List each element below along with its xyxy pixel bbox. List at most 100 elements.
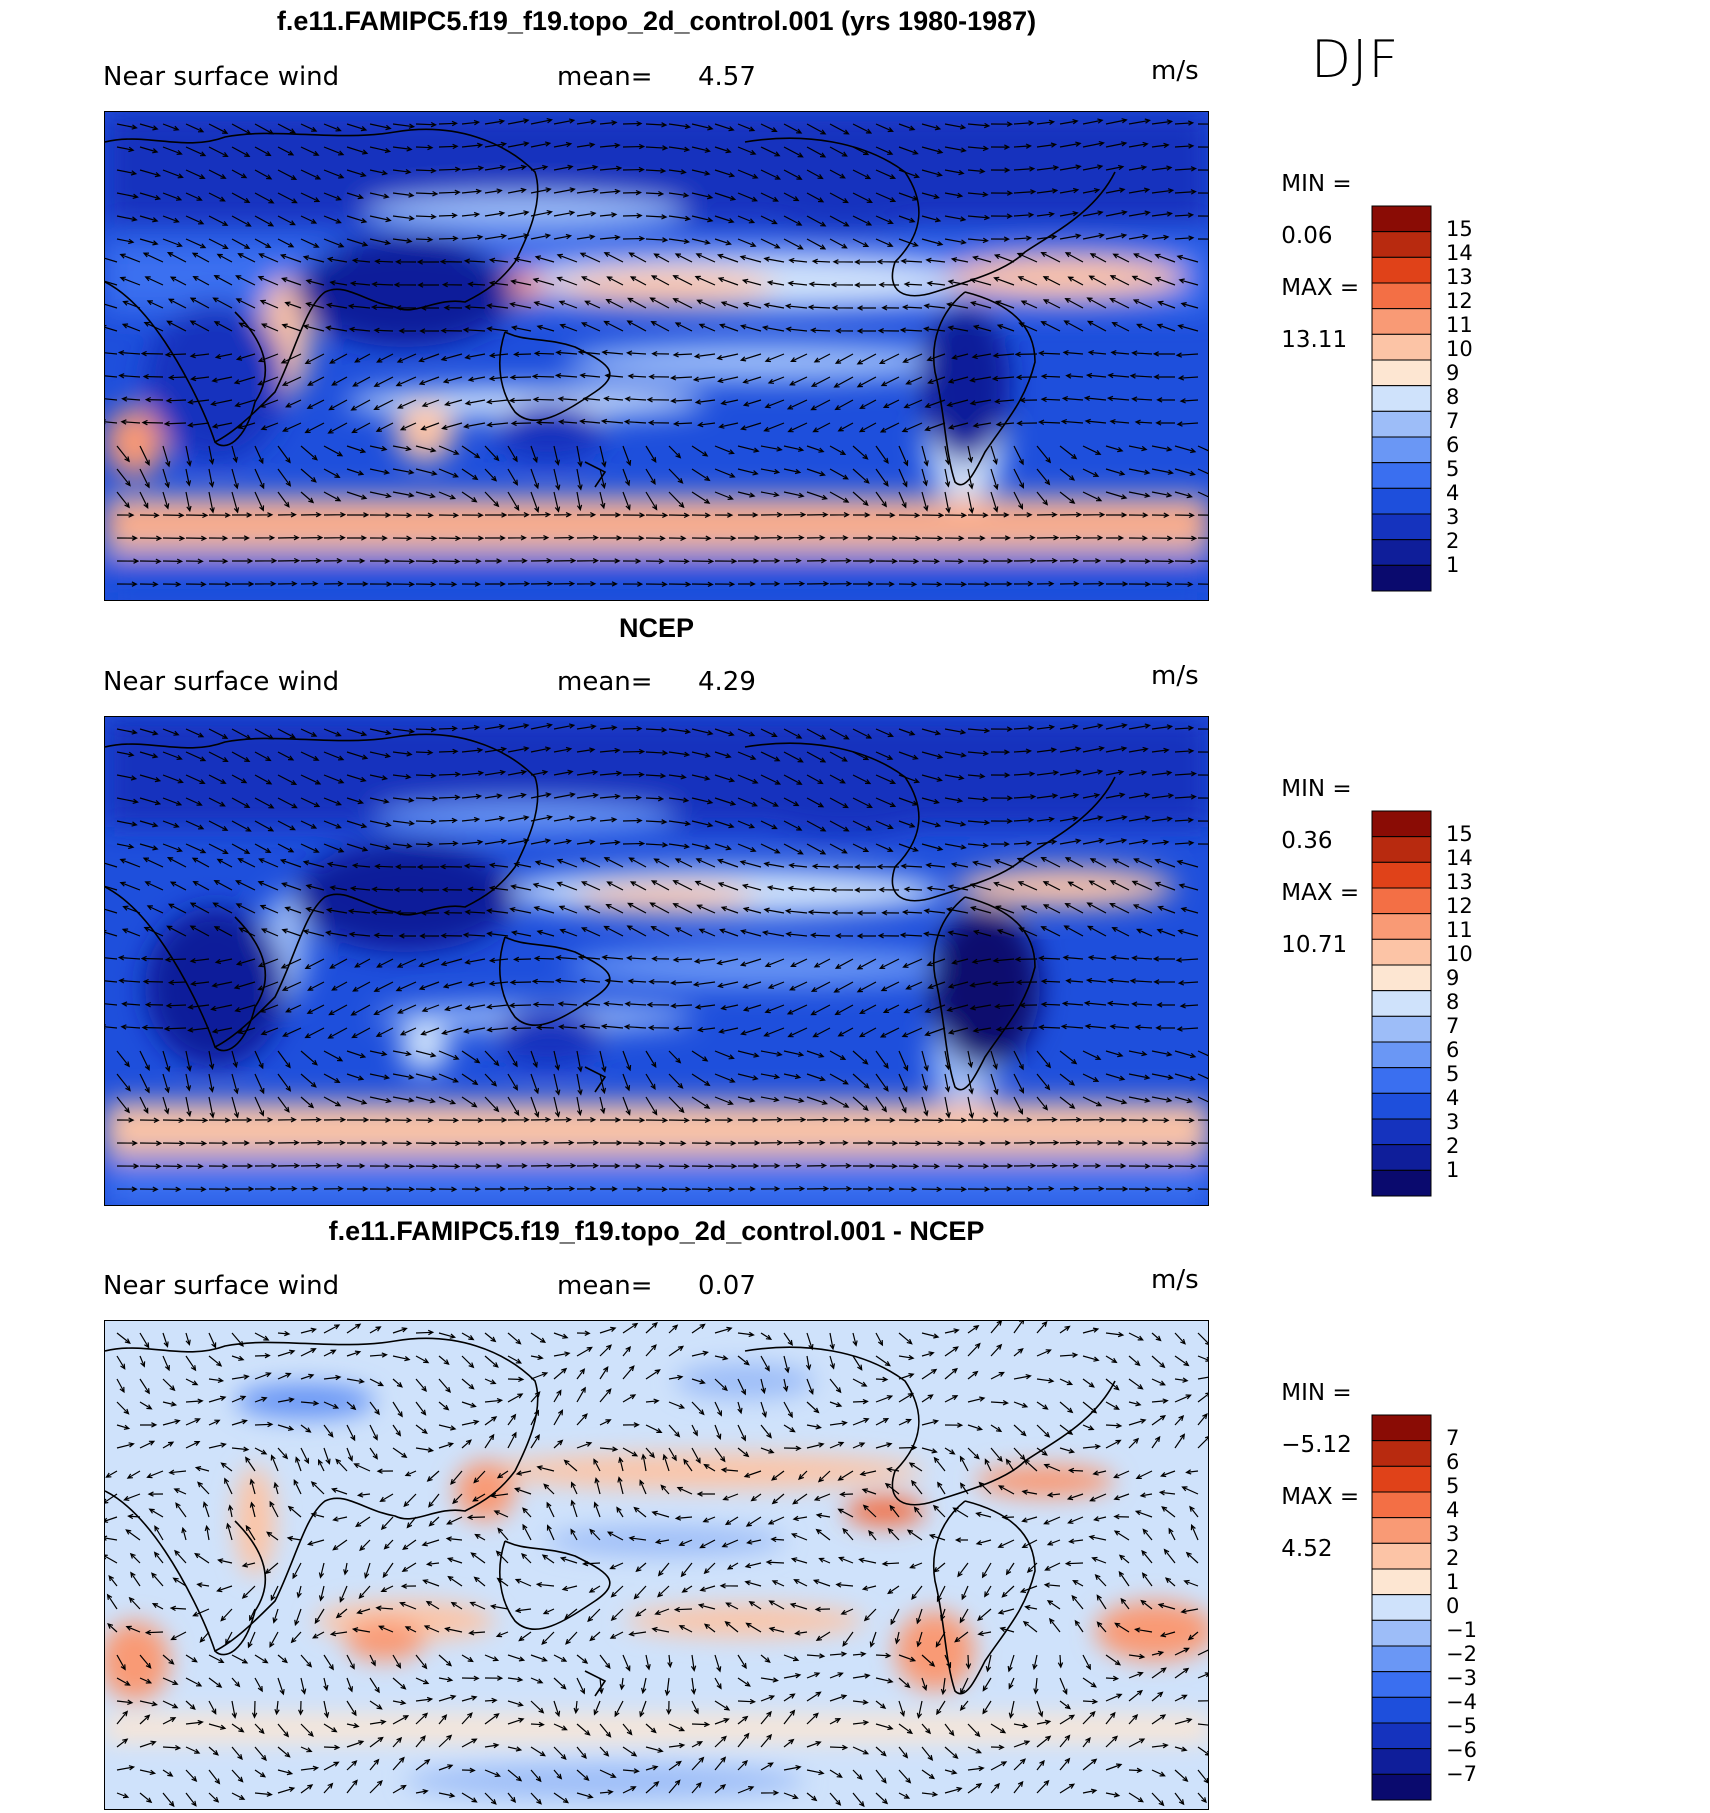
wind-vector — [875, 468, 889, 487]
wind-vector — [254, 491, 265, 512]
wind-vector — [116, 1140, 138, 1146]
wind-vector — [1013, 1073, 1025, 1094]
wind-vector — [146, 1470, 164, 1479]
wind-vector — [668, 1345, 685, 1357]
wind-vector — [116, 1677, 131, 1686]
wind-vector — [425, 1561, 440, 1567]
wind-vector — [598, 1677, 604, 1695]
wind-vector — [1134, 1627, 1153, 1633]
wind-vector — [898, 1792, 911, 1799]
wind-vector — [561, 1585, 578, 1592]
wind-vector — [507, 1117, 530, 1123]
wind-vector — [668, 581, 692, 588]
wind-vector — [1036, 119, 1056, 126]
wind-vector — [1197, 774, 1208, 776]
wind-vector — [108, 1575, 118, 1587]
wind-vector — [187, 399, 210, 405]
wind-vector — [852, 1332, 858, 1347]
wind-vector — [531, 978, 555, 985]
wind-vector — [852, 797, 873, 809]
wind-vector — [369, 1117, 392, 1123]
wind-vector — [400, 1583, 417, 1589]
colorbar-svg — [1371, 1414, 1432, 1801]
wind-vector — [351, 422, 371, 434]
wind-vector — [599, 1096, 606, 1115]
wind-vector — [928, 1533, 946, 1541]
wind-vector — [829, 512, 850, 518]
wind-vector — [990, 1424, 1003, 1433]
wind-vector — [810, 376, 831, 387]
wind-vector — [573, 1700, 579, 1715]
wind-vector — [829, 238, 848, 249]
wind-vector — [463, 863, 486, 869]
wind-vector — [208, 1050, 215, 1070]
wind-vector — [760, 820, 778, 830]
colorbar-label: 15 — [1446, 822, 1473, 846]
wind-vector — [565, 1631, 578, 1645]
wind-vector — [668, 1424, 681, 1438]
wind-vector — [1059, 838, 1082, 845]
wind-vector — [530, 1721, 545, 1728]
wind-vector — [1197, 1142, 1208, 1144]
wind-vector — [921, 445, 929, 467]
wind-vector — [396, 353, 417, 363]
wind-vector — [944, 238, 967, 245]
wind-vector — [210, 1004, 233, 1012]
wind-vector — [579, 372, 601, 379]
wind-vector — [445, 1536, 463, 1542]
wind-vector — [495, 1631, 509, 1638]
wind-vector — [231, 1654, 249, 1664]
wind-vector — [392, 535, 413, 541]
wind-vector — [484, 210, 506, 217]
wind-vector — [902, 958, 923, 968]
wind-vector — [392, 1163, 415, 1169]
wind-vector — [576, 1386, 586, 1403]
wind-vector — [760, 1163, 781, 1169]
wind-vector — [875, 512, 896, 518]
wind-vector — [645, 558, 665, 564]
wind-vector — [714, 468, 736, 478]
wind-vector — [990, 818, 1013, 824]
wind-vector — [691, 468, 711, 482]
wind-vector — [359, 1539, 371, 1552]
wind-vector — [234, 399, 256, 408]
wind-vector — [668, 468, 684, 484]
wind-vector — [1157, 300, 1176, 309]
wind-vector — [1111, 926, 1130, 937]
wind-vector — [162, 1117, 185, 1124]
wind-vector — [277, 557, 301, 564]
wind-vector — [277, 774, 298, 785]
wind-vector — [392, 843, 413, 849]
wind-vector — [697, 1026, 716, 1033]
wind-vector — [990, 121, 1013, 127]
wind-vector — [254, 468, 265, 490]
wind-vector — [645, 1344, 657, 1357]
wind-vector — [760, 1050, 783, 1057]
wind-vector — [654, 1538, 670, 1545]
wind-vector — [415, 167, 437, 174]
wind-vector — [277, 192, 298, 204]
wind-vector — [468, 1630, 486, 1636]
wind-vector — [911, 1585, 923, 1600]
wind-vector — [331, 1487, 348, 1495]
wind-vector — [488, 885, 509, 892]
wind-vector — [1013, 189, 1037, 195]
wind-vector — [1036, 1735, 1052, 1748]
wind-vector — [543, 1483, 555, 1495]
wind-vector — [121, 1001, 141, 1007]
wind-vector — [837, 1508, 854, 1518]
wind-vector — [921, 535, 944, 542]
wind-vector — [1156, 323, 1176, 332]
wind-vector — [737, 751, 757, 760]
wind-vector — [656, 1585, 670, 1598]
wind-vector — [254, 1117, 274, 1123]
wind-vector — [576, 1792, 594, 1799]
wind-vector — [921, 1791, 939, 1797]
wind-vector — [1013, 1740, 1031, 1748]
wind-vector — [438, 1332, 457, 1339]
wind-vector — [1013, 120, 1035, 126]
wind-vector — [990, 1163, 1014, 1169]
wind-vector — [314, 1608, 325, 1625]
wind-vector — [1040, 396, 1061, 403]
wind-vector — [392, 1401, 403, 1418]
